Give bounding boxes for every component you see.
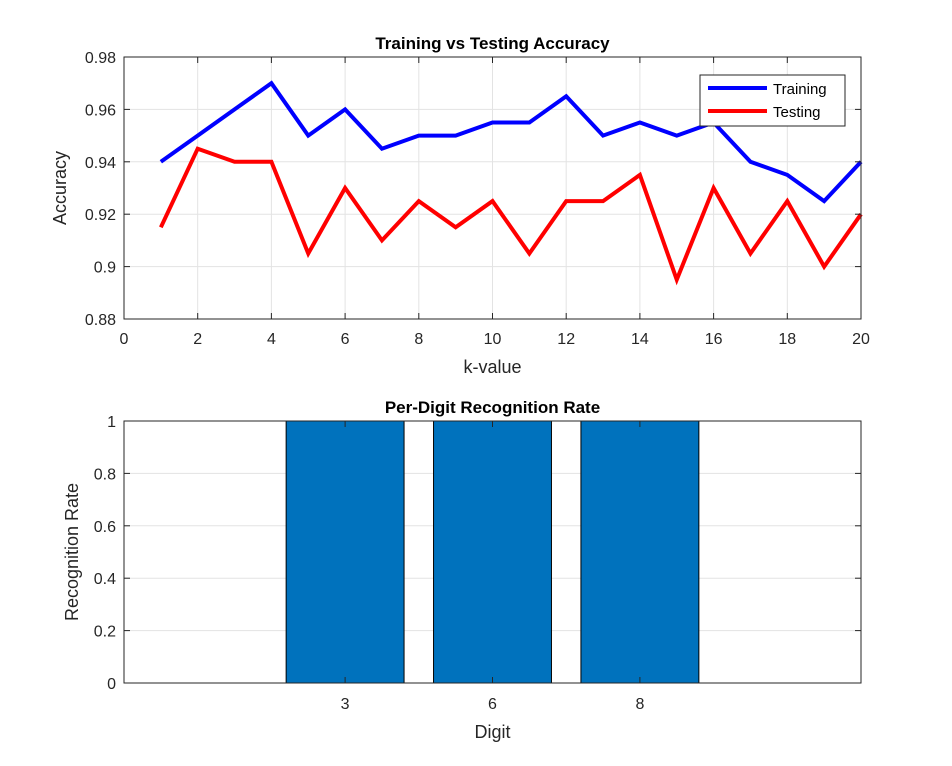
y-tick-label: 0.94: [85, 155, 116, 172]
recognition-x-axis-label: Digit: [474, 722, 510, 742]
x-tick-label: 14: [631, 331, 649, 348]
accuracy-lines: [159, 80, 863, 286]
recognition-ticks: 0 0.2 0.4 0.6 0.8 1 3 6 8: [94, 414, 861, 713]
x-tick-label: 4: [267, 331, 276, 348]
accuracy-ticks: 0 2 4 6 8 10 12 14 16 18 20 0.88 0.9 0.92 0.94 0.96 0.98: [85, 50, 870, 348]
y-tick-label: 0.92: [85, 207, 116, 224]
series-line-testing: [159, 146, 863, 286]
y-tick-label: 0.96: [85, 102, 116, 119]
legend-box: [699, 74, 846, 127]
x-tick-label: 10: [484, 331, 502, 348]
x-tick-label: 16: [705, 331, 723, 348]
legend-label-testing: Testing: [773, 104, 821, 121]
recognition-y-axis-label: Recognition Rate: [62, 483, 82, 621]
recognition-axes: 0 0.2 0.4 0.6 0.8 1 3 6 8 Per-Digit Recognition …: [62, 398, 862, 742]
x-tick-label: 12: [557, 331, 575, 348]
y-tick-label: 1: [107, 414, 116, 431]
accuracy-x-axis-label: k-value: [463, 357, 521, 377]
y-tick-label: 0.88: [85, 312, 116, 329]
y-tick-label: 0.8: [94, 466, 116, 483]
legend-label-training: Training: [773, 81, 827, 98]
accuracy-chart-title: Training vs Testing Accuracy: [375, 34, 610, 53]
accuracy-legend: Training Testing: [699, 74, 846, 127]
x-tick-label: 18: [778, 331, 796, 348]
x-tick-label: 2: [193, 331, 202, 348]
y-tick-label: 0: [107, 676, 116, 693]
x-tick-label: 8: [635, 696, 644, 713]
x-tick-label: 0: [120, 331, 129, 348]
bar-digit-3: [285, 420, 405, 684]
accuracy-axes: 0 2 4 6 8 10 12 14 16 18 20 0.88 0.9 0.92 0.94 0.96 0.98…: [50, 34, 870, 377]
recognition-bars: [285, 420, 700, 684]
series-line-training: [159, 80, 863, 204]
accuracy-y-axis-label: Accuracy: [50, 151, 70, 225]
y-tick-label: 0.6: [94, 519, 116, 536]
bar-digit-8: [580, 420, 700, 684]
bar-digit-6: [433, 420, 552, 684]
y-tick-label: 0.98: [85, 50, 116, 67]
x-tick-label: 6: [341, 331, 350, 348]
y-tick-label: 0.9: [94, 260, 116, 277]
x-tick-label: 6: [488, 696, 497, 713]
x-tick-label: 3: [341, 696, 350, 713]
y-tick-label: 0.2: [94, 624, 116, 641]
x-tick-label: 20: [852, 331, 870, 348]
y-tick-label: 0.4: [94, 571, 116, 588]
recognition-chart-title: Per-Digit Recognition Rate: [385, 398, 600, 417]
x-tick-label: 8: [414, 331, 423, 348]
